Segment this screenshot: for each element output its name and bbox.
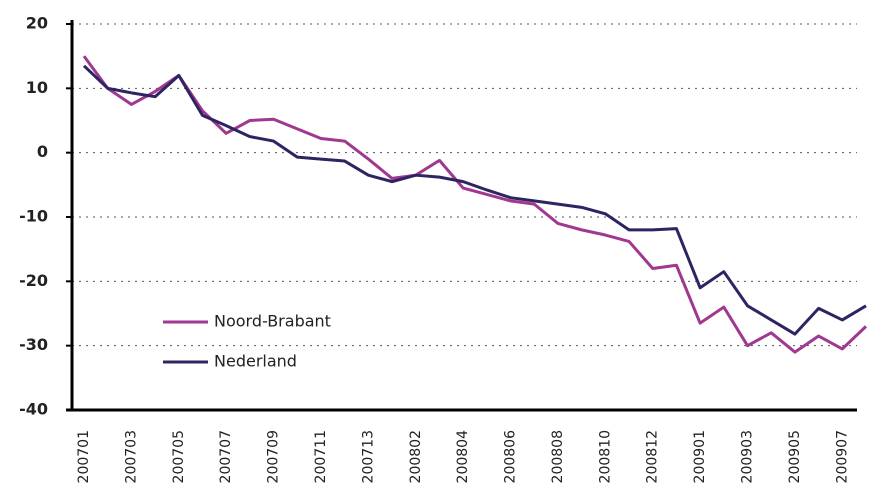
legend-label: Nederland — [214, 352, 297, 371]
x-tick-label: 200810 — [597, 430, 613, 483]
x-tick-label: 200903 — [740, 430, 756, 483]
x-tick-label: 200806 — [503, 430, 519, 484]
x-tick-label: 200703 — [123, 430, 139, 483]
x-tick-label: 200804 — [455, 430, 471, 484]
x-tick-label: 200713 — [360, 430, 376, 483]
x-tick-label: 200808 — [550, 430, 566, 483]
x-tick-label: 200905 — [787, 430, 803, 483]
legend-label: Noord-Brabant — [214, 312, 331, 331]
x-tick-label: 200711 — [313, 430, 329, 483]
x-tick-label: 200907 — [834, 430, 850, 483]
line-series — [82, 64, 867, 336]
y-tick-label: -30 — [19, 335, 48, 354]
y-tick-label: 20 — [26, 14, 48, 33]
y-tick-label: -20 — [19, 271, 48, 290]
x-tick-label: 200707 — [218, 430, 234, 483]
x-tick-label: 200709 — [266, 430, 282, 483]
y-tick-label: -40 — [19, 400, 48, 419]
y-tick-label: 0 — [37, 142, 48, 161]
y-tick-label: 10 — [26, 78, 48, 97]
y-tick-label: -10 — [19, 207, 48, 226]
x-tick-label: 200705 — [171, 430, 187, 483]
x-tick-label: 200901 — [692, 430, 708, 483]
x-tick-label: 200812 — [645, 430, 661, 483]
x-tick-label: 200701 — [76, 430, 92, 483]
x-tick-label: 200802 — [408, 430, 424, 483]
